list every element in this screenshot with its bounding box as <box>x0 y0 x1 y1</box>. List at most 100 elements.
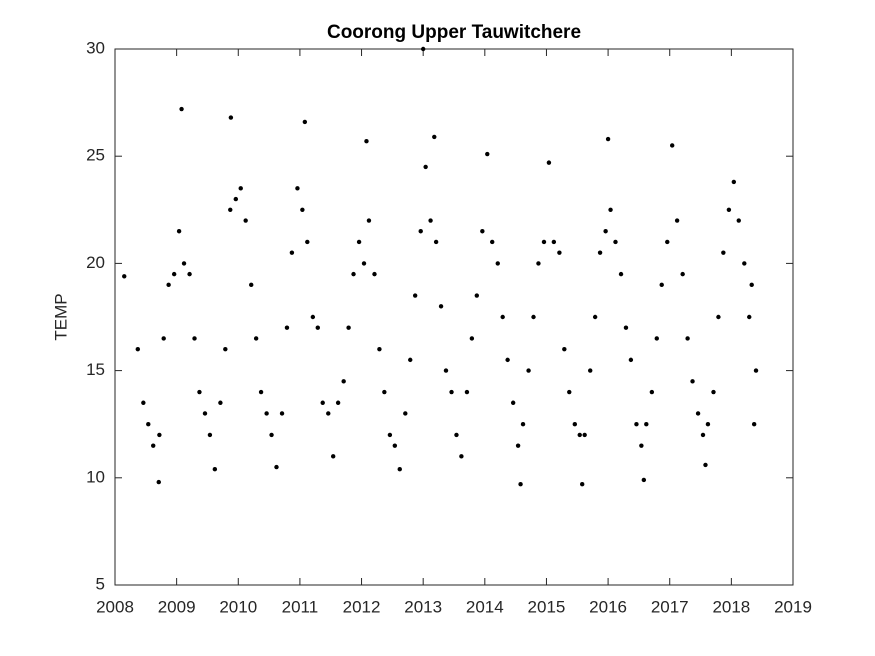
data-point <box>618 271 624 277</box>
data-point <box>320 400 325 405</box>
data-point <box>753 368 759 373</box>
data-point <box>649 389 655 395</box>
data-point <box>669 143 675 148</box>
x-tick-label: 2017 <box>651 597 689 616</box>
data-point <box>258 389 264 395</box>
chart-title: Coorong Upper Tauwitchere <box>327 22 581 43</box>
data-point <box>356 239 362 245</box>
data-point <box>412 293 418 298</box>
data-point <box>705 422 711 427</box>
data-point <box>749 282 754 288</box>
data-point <box>654 336 659 341</box>
data-point <box>433 239 439 245</box>
data-point <box>628 357 634 363</box>
data-point <box>218 400 223 405</box>
data-point <box>403 411 408 416</box>
data-point <box>341 379 346 384</box>
data-point <box>428 218 433 223</box>
data-point <box>695 411 701 416</box>
data-point <box>289 250 295 255</box>
data-point <box>505 357 510 363</box>
data-point <box>613 239 618 245</box>
data-point <box>751 422 757 427</box>
data-point <box>557 250 562 255</box>
data-point <box>228 115 234 120</box>
data-point <box>176 229 182 234</box>
data-point <box>515 443 521 448</box>
data-point <box>608 207 613 212</box>
data-point <box>674 218 680 223</box>
data-point <box>605 136 611 142</box>
data-point <box>279 411 285 416</box>
data-point <box>588 368 593 373</box>
data-point <box>423 164 428 170</box>
data-point <box>361 261 367 266</box>
data-point <box>485 151 490 157</box>
data-point <box>228 207 233 212</box>
data-point <box>603 229 608 234</box>
data-point <box>335 400 341 405</box>
data-point <box>166 282 171 288</box>
y-tick-label: 20 <box>86 253 105 272</box>
x-tick-label: 2009 <box>158 597 196 616</box>
data-point <box>366 218 372 223</box>
data-point <box>703 462 708 468</box>
x-tick-label: 2014 <box>466 597 504 616</box>
data-point <box>531 314 536 320</box>
data-point <box>500 314 505 320</box>
data-point <box>597 250 603 255</box>
data-point <box>151 443 156 448</box>
data-point <box>156 479 161 485</box>
data-point <box>592 314 598 320</box>
data-point <box>495 261 500 266</box>
data-point <box>364 138 369 144</box>
data-point <box>310 314 316 320</box>
plot-frame <box>114 48 794 586</box>
data-point <box>432 134 437 140</box>
data-point <box>187 271 192 277</box>
data-point <box>623 325 629 330</box>
data-point <box>747 314 752 320</box>
data-point <box>690 379 695 384</box>
data-point <box>742 261 747 266</box>
y-axis-label: TEMP <box>51 293 70 340</box>
data-point <box>181 261 187 266</box>
data-point <box>469 336 475 341</box>
data-point <box>330 454 336 459</box>
data-point <box>223 346 228 352</box>
data-point <box>161 336 166 341</box>
data-point <box>135 346 141 352</box>
data-point <box>639 443 644 448</box>
data-point <box>192 336 197 341</box>
data-point <box>634 422 639 427</box>
data-point <box>238 186 243 191</box>
y-tick-label: 15 <box>86 360 105 379</box>
x-tick-label: 2010 <box>219 597 257 616</box>
data-point <box>397 467 402 472</box>
data-point <box>680 271 685 277</box>
y-tick-label: 25 <box>86 146 105 165</box>
data-point <box>736 218 741 223</box>
data-point <box>146 422 151 427</box>
data-point <box>233 196 239 202</box>
data-point <box>659 282 664 288</box>
data-point <box>315 325 320 330</box>
data-point <box>443 368 449 373</box>
x-tick-label: 2019 <box>774 597 812 616</box>
data-point <box>711 389 716 395</box>
data-point <box>207 432 213 438</box>
data-point <box>449 389 454 395</box>
data-point <box>302 119 308 125</box>
data-point <box>377 346 382 352</box>
data-point <box>249 282 254 288</box>
data-point <box>526 368 531 373</box>
data-point <box>269 432 274 438</box>
y-tick-label: 30 <box>86 38 105 57</box>
data-point <box>685 336 690 341</box>
data-point <box>212 467 218 472</box>
x-tick-label: 2016 <box>589 597 627 616</box>
data-point <box>700 432 706 438</box>
data-point <box>582 432 587 438</box>
data-point <box>264 411 269 416</box>
data-point <box>510 400 516 405</box>
